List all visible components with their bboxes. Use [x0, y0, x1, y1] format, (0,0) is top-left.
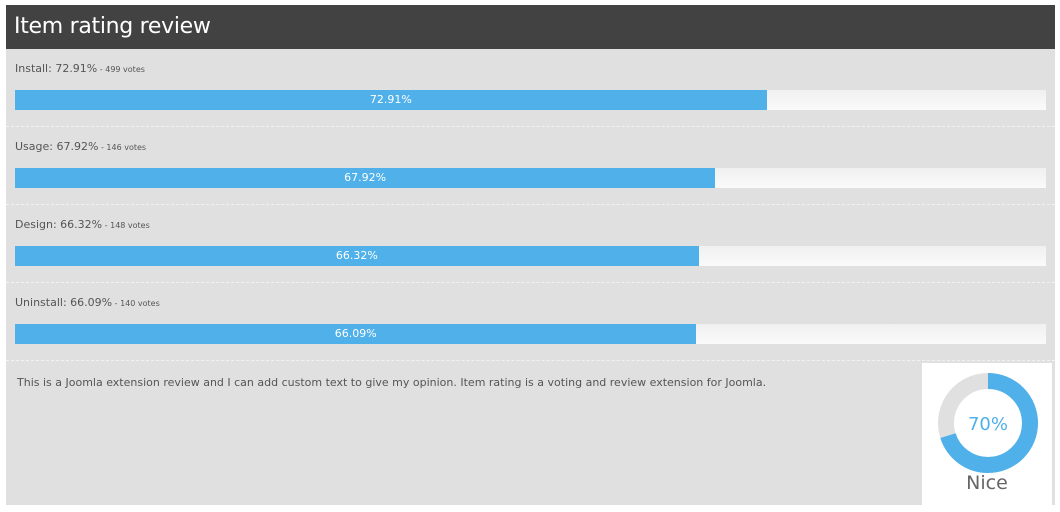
rating-bar-value: 66.32% [335, 249, 378, 262]
overall-score-box: 70% Nice [922, 363, 1052, 505]
criterion-label-text: Usage: 67.92% [15, 140, 99, 153]
criterion-label: Usage: 67.92% - 146 votes [15, 140, 146, 155]
criterion-votes: - 499 votes [97, 65, 145, 74]
criterion-label: Install: 72.91% - 499 votes [15, 62, 145, 77]
score-donut-arc [938, 373, 1038, 473]
criterion-label-text: Uninstall: 66.09% [15, 296, 113, 309]
rating-bar-fill: 66.09% [15, 324, 697, 344]
rating-bar-fill: 67.92% [15, 168, 716, 188]
criterion-votes: - 140 votes [112, 299, 160, 308]
rating-bar-value: 67.92% [344, 171, 387, 184]
score-label: Nice [966, 472, 1008, 494]
widget-title: Item rating review [14, 14, 211, 39]
review-text: This is a Joomla extension review and I … [17, 376, 767, 389]
criterion-label-text: Install: 72.91% [15, 62, 98, 75]
rating-bar-track[interactable]: 66.09% [15, 324, 1046, 344]
rating-review-widget: Item rating review Install: 72.91% - 499… [6, 5, 1055, 505]
criterion-label: Uninstall: 66.09% - 140 votes [15, 296, 160, 311]
criterion-votes: - 148 votes [102, 221, 150, 230]
rating-bar-track[interactable]: 66.32% [15, 246, 1046, 266]
rating-bar-value: 66.09% [334, 327, 377, 340]
rating-bar-track[interactable]: 72.91% [15, 90, 1046, 110]
rating-bar-value: 72.91% [369, 93, 412, 106]
criterion-label: Design: 66.32% - 148 votes [15, 218, 150, 233]
criterion-uninstall: Uninstall: 66.09% - 140 votes 66.09% [6, 283, 1055, 361]
widget-header: Item rating review [6, 5, 1055, 49]
criterion-design: Design: 66.32% - 148 votes 66.32% [6, 205, 1055, 283]
score-donut: 70% [938, 373, 1038, 473]
criterion-install: Install: 72.91% - 499 votes 72.91% [6, 49, 1055, 127]
rating-bar-fill: 72.91% [15, 90, 767, 110]
criterion-label-text: Design: 66.32% [15, 218, 103, 231]
score-value: 70% [968, 414, 1008, 435]
criterion-usage: Usage: 67.92% - 146 votes 67.92% [6, 127, 1055, 205]
rating-bar-fill: 66.32% [15, 246, 699, 266]
criterion-votes: - 146 votes [98, 143, 147, 152]
rating-bar-track[interactable]: 67.92% [15, 168, 1046, 188]
